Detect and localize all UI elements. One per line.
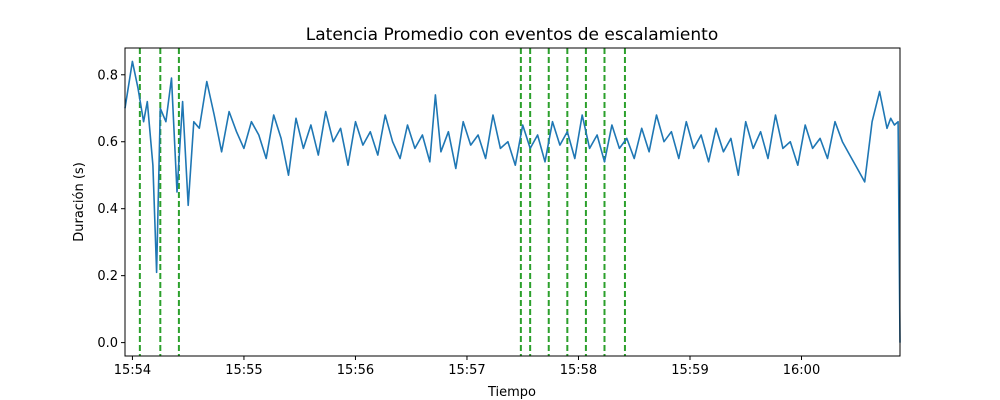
y-tick-label-2: 0.4 [97, 202, 118, 217]
event-lines [138, 48, 626, 356]
x-tick-label-2: 15:56 [337, 363, 374, 378]
x-tick-label-5: 15:59 [671, 363, 708, 378]
y-tick-label-4: 0.8 [97, 68, 118, 83]
y-tick-label-1: 0.2 [97, 269, 118, 284]
plot-frame [124, 47, 901, 357]
series-layer [124, 60, 901, 343]
x-tick-label-4: 15:58 [560, 363, 597, 378]
series-line-0 [124, 60, 901, 343]
y-axis: 0.0 0.2 0.4 0.6 0.8 [97, 68, 125, 351]
x-tick-label-6: 16:00 [783, 363, 820, 378]
chart-title: Latencia Promedio con eventos de escalam… [306, 25, 718, 45]
x-tick-label-3: 15:57 [448, 363, 485, 378]
y-tick-label-0: 0.0 [97, 336, 118, 351]
x-tick-label-0: 15:54 [114, 363, 151, 378]
x-axis-label: Tiempo [487, 385, 536, 400]
y-axis-label: Duración (s) [72, 162, 87, 242]
x-tick-label-1: 15:55 [225, 363, 262, 378]
y-tick-label-3: 0.6 [97, 135, 118, 150]
x-axis: 15:54 15:55 15:56 15:57 15:58 15:59 16:00 [114, 356, 820, 378]
